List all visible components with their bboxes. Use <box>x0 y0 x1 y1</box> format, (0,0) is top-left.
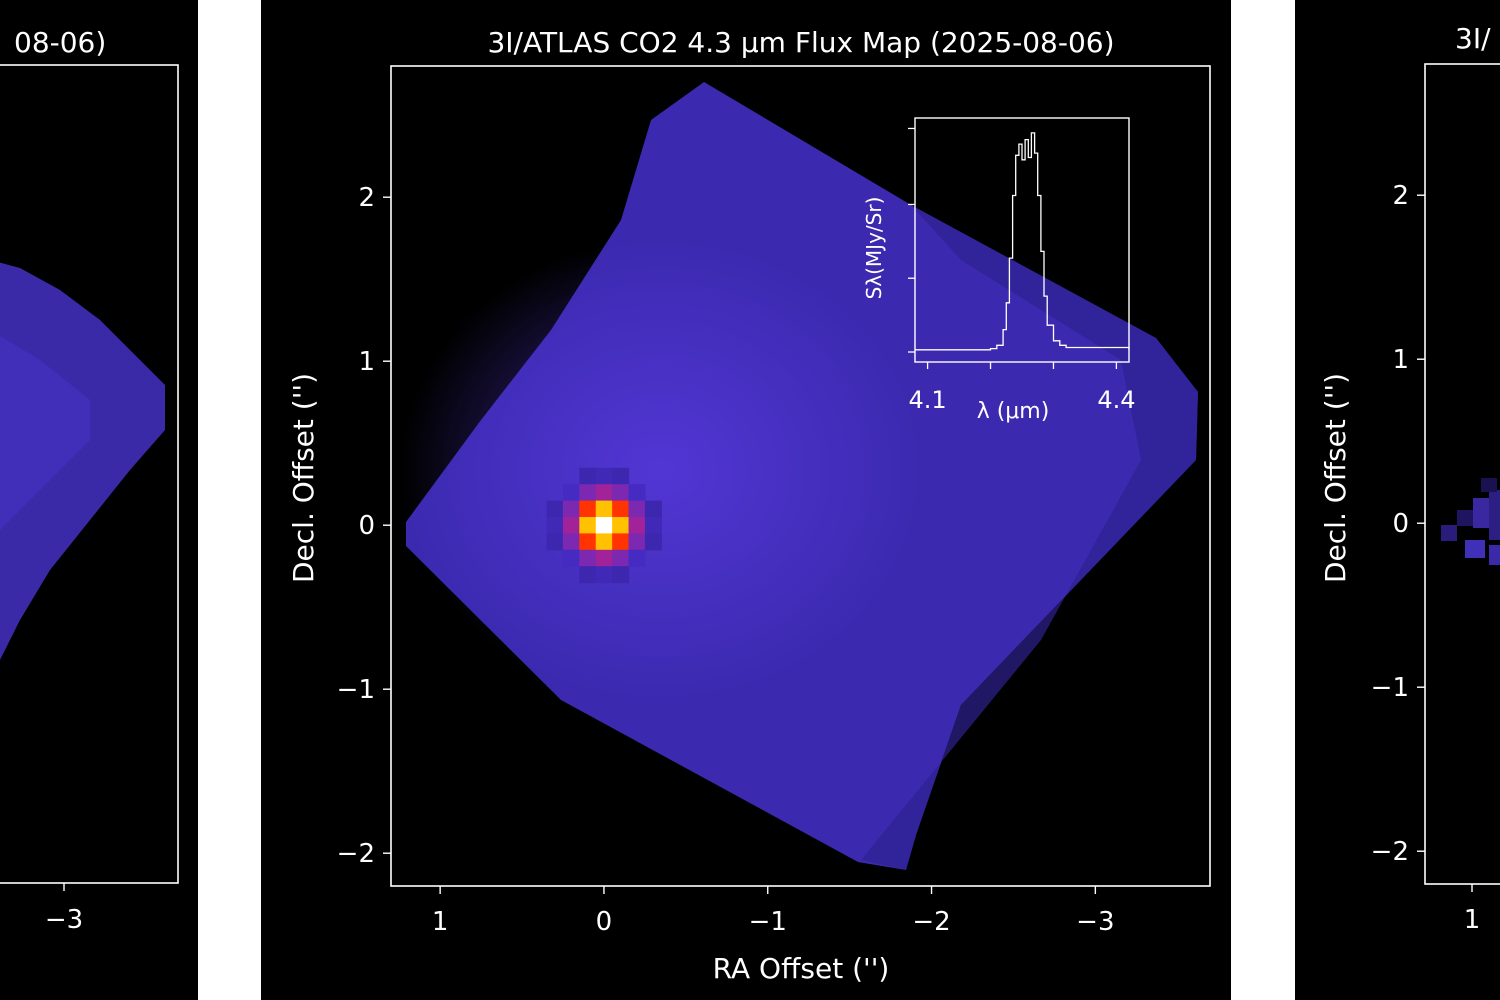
inset-frame <box>914 117 1130 363</box>
center-title: 3I/ATLAS CO2 4.3 μm Flux Map (2025-08-06… <box>487 26 1114 59</box>
right-map-panel: 2 1 0 −1 −2 1 Decl. Offset ('') 3I/ <box>1295 0 1500 1000</box>
flux-pixel <box>644 500 662 518</box>
flux-pixel <box>628 517 646 534</box>
flux-pixel <box>612 549 630 567</box>
right-ytick-label-3: −1 <box>1371 673 1409 703</box>
inset-y-axis-label: Sλ(MJy/Sr) <box>862 197 886 300</box>
flux-pixel <box>562 533 580 551</box>
flux-pixel <box>644 517 662 534</box>
flux-pixel <box>628 549 646 567</box>
center-y-ticks: 2 1 0 −1 −2 <box>337 183 391 869</box>
flux-pixel <box>628 533 646 551</box>
inset-xtick-label-0: 4.1 <box>909 386 947 414</box>
inset-x-axis-label: λ (μm) <box>977 399 1050 424</box>
left-map-svg: −3 08-06) <box>0 26 179 935</box>
flux-pixel <box>628 500 646 518</box>
flux-pixel <box>579 484 597 502</box>
flux-pixel <box>562 549 580 567</box>
center-map-panel: 1 0 −1 −2 −3 2 1 0 −1 −2 3I/ATLAS CO2 4.3 μm Flu… <box>261 0 1231 1000</box>
center-ytick-label-1: 1 <box>358 347 375 377</box>
left-axes-frame <box>0 64 179 884</box>
flux-pixel <box>579 533 597 551</box>
flux-pixel <box>595 566 613 584</box>
flux-map-halo <box>401 240 921 700</box>
flux-pixel <box>546 533 564 551</box>
flux-pixel <box>595 549 613 567</box>
right-y-ticks: 2 1 0 −1 −2 <box>1371 181 1425 867</box>
center-xtick-label-0: 1 <box>432 907 449 937</box>
flux-peak-pixels <box>546 467 662 584</box>
inset-x-ticks: 4.1 4.4 <box>909 362 1135 414</box>
flux-pixel <box>579 566 597 584</box>
flux-pixel <box>562 517 580 534</box>
center-map-svg: 1 0 −1 −2 −3 2 1 0 −1 −2 3I/ATLAS CO2 4.3 μm Flu… <box>287 26 1211 985</box>
center-x-ticks: 1 0 −1 −2 −3 <box>432 886 1115 937</box>
flux-pixel <box>612 517 630 534</box>
right-ytick-label-0: 2 <box>1392 181 1409 211</box>
inset-spectrum: 4.1 4.4 λ (μm) Sλ(MJy/Sr) <box>862 117 1135 424</box>
inset-spectrum-line <box>915 132 1130 351</box>
left-map-panel: −3 08-06) <box>0 0 198 1000</box>
flux-pixel <box>579 500 597 518</box>
flux-pixel <box>595 533 613 551</box>
flux-pixel <box>562 500 580 518</box>
flux-pixel <box>612 500 630 518</box>
inset-y-ticks <box>908 127 915 353</box>
flux-pixel <box>595 467 613 485</box>
flux-pixel <box>546 500 564 518</box>
flux-pixel <box>595 484 613 502</box>
flux-pixel <box>612 467 630 485</box>
flux-pixel <box>628 484 646 502</box>
right-map-svg: 2 1 0 −1 −2 1 Decl. Offset ('') 3I/ <box>1319 22 1500 935</box>
left-title: 08-06) <box>14 26 106 59</box>
right-ytick-label-4: −2 <box>1371 837 1409 867</box>
center-xtick-label-1: 0 <box>596 907 613 937</box>
center-ytick-label-2: 0 <box>358 511 375 541</box>
center-ytick-label-3: −1 <box>337 675 375 705</box>
right-axes-frame <box>1424 63 1500 885</box>
center-xtick-label-3: −2 <box>912 907 950 937</box>
left-map-region-inner <box>0 336 90 530</box>
right-y-axis-label: Decl. Offset ('') <box>1319 373 1352 583</box>
center-y-axis-label: Decl. Offset ('') <box>287 373 320 583</box>
flux-pixel <box>562 484 580 502</box>
right-xtick-label: 1 <box>1464 905 1481 935</box>
flux-pixel <box>579 549 597 567</box>
inset-xtick-label-3: 4.4 <box>1097 386 1135 414</box>
left-xtick-label: −3 <box>45 905 83 935</box>
right-map-faint-pixels <box>1441 478 1500 565</box>
flux-pixel <box>595 517 613 534</box>
center-xtick-label-2: −1 <box>749 907 787 937</box>
right-ytick-label-1: 1 <box>1392 345 1409 375</box>
flux-pixel <box>612 533 630 551</box>
flux-pixel <box>595 500 613 518</box>
right-ytick-label-2: 0 <box>1392 509 1409 539</box>
flux-pixel <box>612 566 630 584</box>
flux-pixel <box>644 533 662 551</box>
center-ytick-label-4: −2 <box>337 839 375 869</box>
flux-pixel <box>579 467 597 485</box>
flux-pixel <box>579 517 597 534</box>
center-x-axis-label: RA Offset ('') <box>713 952 890 985</box>
flux-pixel <box>612 484 630 502</box>
center-axes-frame <box>390 65 1211 887</box>
flux-pixel <box>546 517 564 534</box>
center-ytick-label-0: 2 <box>358 183 375 213</box>
right-title: 3I/ <box>1455 22 1491 55</box>
center-xtick-label-4: −3 <box>1076 907 1114 937</box>
